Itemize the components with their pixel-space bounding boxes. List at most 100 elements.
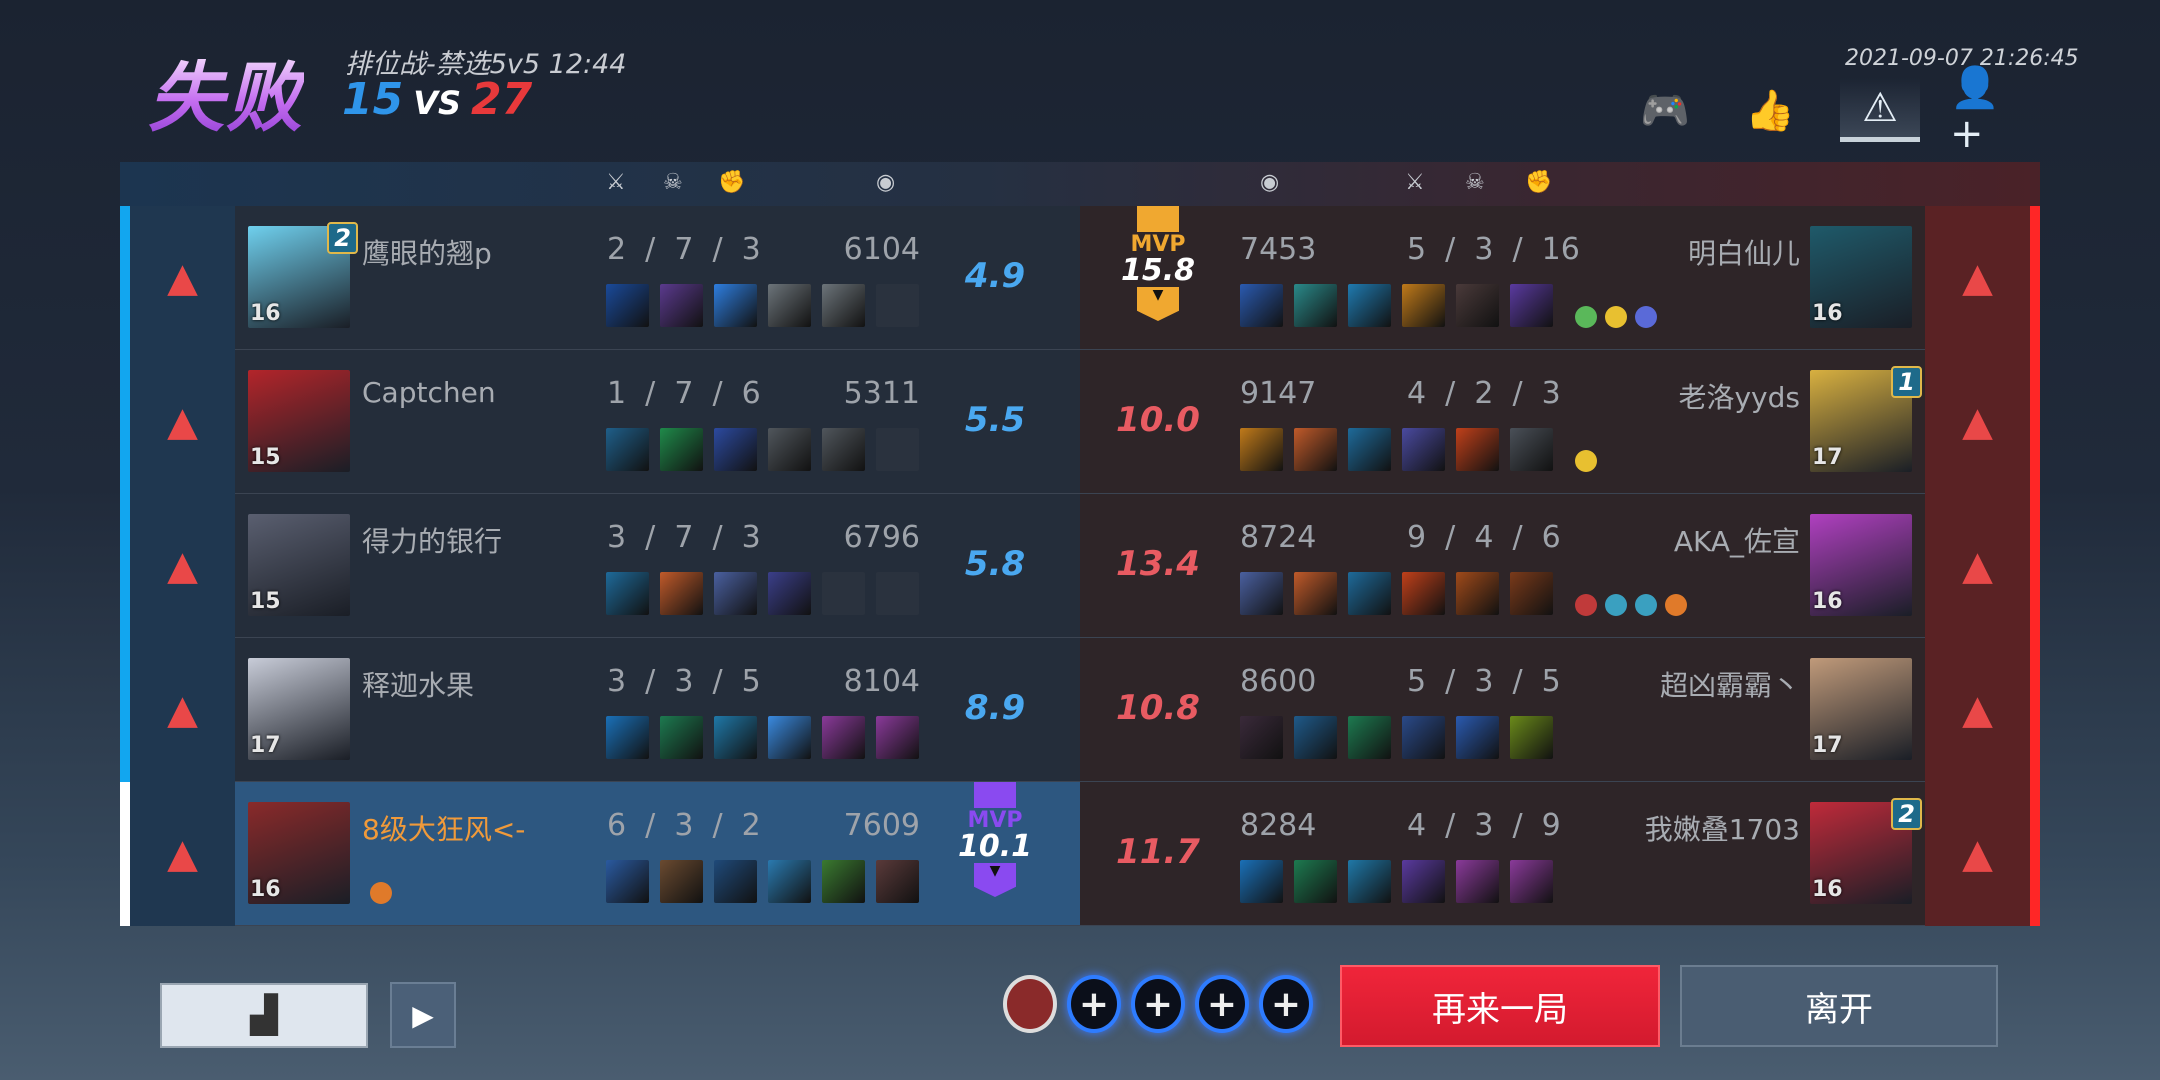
item-slot[interactable] xyxy=(768,572,811,615)
item-slot[interactable] xyxy=(660,284,703,327)
avatar[interactable]: 17 xyxy=(248,658,350,760)
item-slot[interactable] xyxy=(660,716,703,759)
stats-button[interactable]: ▟ xyxy=(160,983,368,1048)
avatar[interactable]: 16 2 xyxy=(1810,798,1922,904)
item-slot[interactable] xyxy=(660,428,703,471)
player-name[interactable]: AKA_佐宣 xyxy=(1673,525,1800,558)
item-slot[interactable] xyxy=(1402,428,1445,471)
item-slot[interactable] xyxy=(1348,284,1391,327)
item-slot[interactable] xyxy=(714,284,757,327)
item-slot[interactable] xyxy=(1456,716,1499,759)
invite-slot[interactable]: + xyxy=(1259,975,1313,1033)
item-slot[interactable] xyxy=(714,716,757,759)
item-slot[interactable] xyxy=(606,572,649,615)
item-slot[interactable] xyxy=(822,716,865,759)
item-slot[interactable] xyxy=(1402,284,1445,327)
report-button[interactable]: ▲ xyxy=(1925,638,2030,782)
item-slot[interactable] xyxy=(1348,572,1391,615)
tab-warning[interactable]: ⚠ xyxy=(1840,78,1920,142)
item-slot[interactable] xyxy=(876,428,919,471)
player-name[interactable]: 老洛yyds xyxy=(1678,381,1800,414)
report-button[interactable]: ▲ xyxy=(130,494,235,638)
item-slot[interactable] xyxy=(876,716,919,759)
item-slot[interactable] xyxy=(1348,716,1391,759)
team-member-avatar[interactable] xyxy=(1003,975,1057,1033)
item-slot[interactable] xyxy=(1510,572,1553,615)
item-slot[interactable] xyxy=(606,428,649,471)
item-slot[interactable] xyxy=(660,572,703,615)
player-name[interactable]: 8级大狂风<- xyxy=(362,813,526,846)
item-slot[interactable] xyxy=(1294,284,1337,327)
avatar[interactable]: 17 xyxy=(1810,658,1912,760)
item-slot[interactable] xyxy=(822,572,865,615)
item-slot[interactable] xyxy=(876,284,919,327)
player-name[interactable]: 鹰眼的翘p xyxy=(362,237,492,270)
invite-slot[interactable]: + xyxy=(1195,975,1249,1033)
item-slot[interactable] xyxy=(768,428,811,471)
player-name[interactable]: 我嫩叠1703 xyxy=(1644,813,1800,846)
item-slot[interactable] xyxy=(1240,284,1283,327)
report-button[interactable]: ▲ xyxy=(130,782,235,926)
item-slot[interactable] xyxy=(1240,428,1283,471)
item-slot[interactable] xyxy=(1294,428,1337,471)
item-slot[interactable] xyxy=(822,860,865,903)
item-slot[interactable] xyxy=(768,860,811,903)
play-again-button[interactable]: 再来一局 xyxy=(1340,965,1660,1047)
item-slot[interactable] xyxy=(876,572,919,615)
report-button[interactable]: ▲ xyxy=(130,638,235,782)
item-slot[interactable] xyxy=(1510,860,1553,903)
item-slot[interactable] xyxy=(660,860,703,903)
item-slot[interactable] xyxy=(1456,860,1499,903)
report-button[interactable]: ▲ xyxy=(130,206,235,350)
item-slot[interactable] xyxy=(1456,428,1499,471)
item-slot[interactable] xyxy=(822,284,865,327)
item-slot[interactable] xyxy=(606,860,649,903)
player-name[interactable]: 得力的银行 xyxy=(362,525,503,558)
item-slot[interactable] xyxy=(1294,572,1337,615)
item-slot[interactable] xyxy=(1456,572,1499,615)
item-slot[interactable] xyxy=(1402,860,1445,903)
item-slot[interactable] xyxy=(1348,428,1391,471)
player-name[interactable]: 释迦水果 xyxy=(362,669,475,702)
tab-add-friend[interactable]: 👤+ xyxy=(1950,65,2030,157)
item-slot[interactable] xyxy=(1348,860,1391,903)
item-slot[interactable] xyxy=(1240,716,1283,759)
item-slot[interactable] xyxy=(606,284,649,327)
item-slot[interactable] xyxy=(768,284,811,327)
item-slot[interactable] xyxy=(714,428,757,471)
report-button[interactable]: ▲ xyxy=(1925,350,2030,494)
item-slot[interactable] xyxy=(714,860,757,903)
avatar[interactable]: 15 xyxy=(248,370,350,472)
item-slot[interactable] xyxy=(1402,716,1445,759)
item-slot[interactable] xyxy=(714,572,757,615)
item-slot[interactable] xyxy=(1294,860,1337,903)
invite-slot[interactable]: + xyxy=(1131,975,1185,1033)
item-slot[interactable] xyxy=(768,716,811,759)
report-button[interactable]: ▲ xyxy=(130,350,235,494)
item-slot[interactable] xyxy=(1456,284,1499,327)
item-slot[interactable] xyxy=(876,860,919,903)
report-button[interactable]: ▲ xyxy=(1925,782,2030,926)
avatar[interactable]: 17 1 xyxy=(1810,366,1922,472)
avatar[interactable]: 16 xyxy=(1810,514,1912,616)
item-slot[interactable] xyxy=(1240,572,1283,615)
tab-thumbs-up[interactable]: 👍 xyxy=(1730,78,1810,142)
item-slot[interactable] xyxy=(1294,716,1337,759)
avatar[interactable]: 16 xyxy=(1810,226,1912,328)
player-name[interactable]: Captchen xyxy=(362,376,496,409)
item-slot[interactable] xyxy=(1510,428,1553,471)
player-name[interactable]: 明白仙儿 xyxy=(1687,237,1800,270)
report-button[interactable]: ▲ xyxy=(1925,494,2030,638)
item-slot[interactable] xyxy=(1240,860,1283,903)
item-slot[interactable] xyxy=(1510,284,1553,327)
invite-slot[interactable]: + xyxy=(1067,975,1121,1033)
item-slot[interactable] xyxy=(606,716,649,759)
replay-video-button[interactable]: ▶ xyxy=(390,982,456,1048)
tab-gamepad[interactable]: 🎮 xyxy=(1625,78,1705,142)
avatar[interactable]: 15 xyxy=(248,514,350,616)
leave-button[interactable]: 离开 xyxy=(1680,965,1998,1047)
report-button[interactable]: ▲ xyxy=(1925,206,2030,350)
item-slot[interactable] xyxy=(822,428,865,471)
item-slot[interactable] xyxy=(1402,572,1445,615)
player-name[interactable]: 超凶霸霸丶 xyxy=(1659,669,1800,702)
